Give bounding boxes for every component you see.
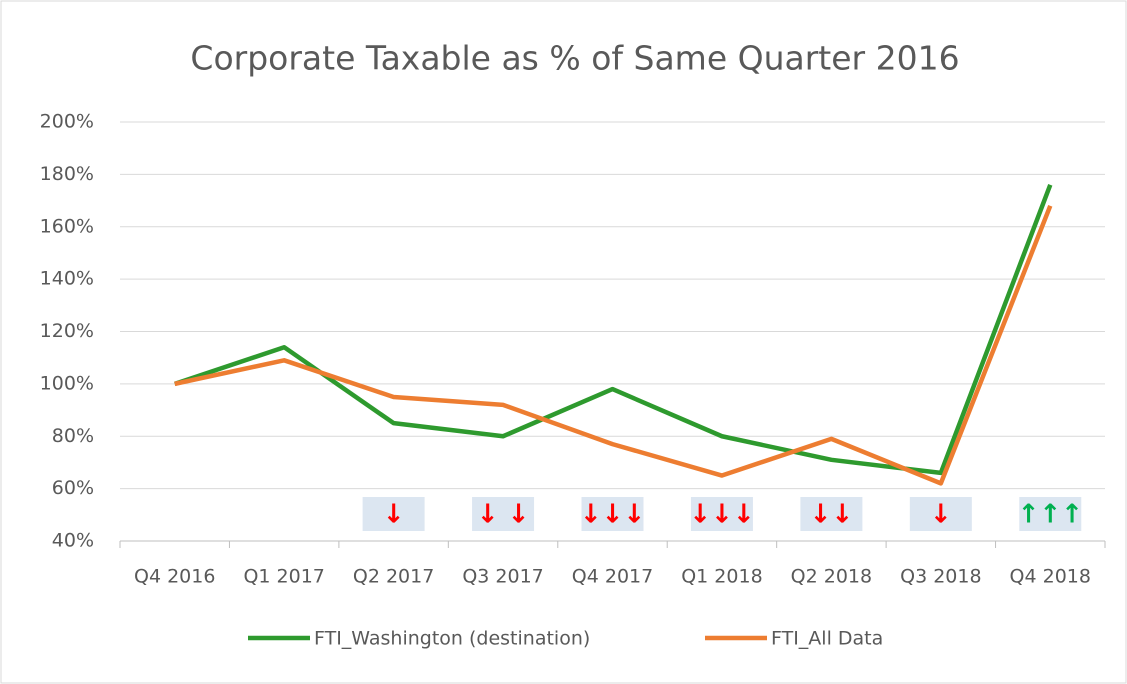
y-tick-label: 160% <box>40 215 94 237</box>
x-tick-label: Q2 2018 <box>791 566 872 588</box>
x-tick-label: Q2 2017 <box>353 566 434 588</box>
annotation: ↓ <box>383 500 405 530</box>
x-tick-label: Q4 2016 <box>134 566 215 588</box>
y-tick-label: 80% <box>52 425 94 447</box>
y-tick-label: 180% <box>40 163 94 185</box>
annotation: ↓↓ <box>810 500 854 530</box>
x-tick-label: Q1 2018 <box>681 566 762 588</box>
annotation-box <box>690 497 753 531</box>
x-tick-label: Q4 2018 <box>1010 566 1091 588</box>
y-tick-label: 200% <box>40 111 94 133</box>
annotation: ↓ ↓ <box>477 500 530 530</box>
y-tick-label: 40% <box>52 530 94 552</box>
annotation-box <box>472 497 535 531</box>
annotation: ↓↓↓ <box>689 500 754 530</box>
annotation: ↑↑↑ <box>1018 500 1083 530</box>
y-tick-label: 140% <box>40 268 94 290</box>
annotation-box <box>362 497 425 531</box>
x-tick-label: Q1 2017 <box>243 566 324 588</box>
y-tick-label: 120% <box>40 320 94 342</box>
annotation-box <box>1019 497 1082 531</box>
legend-label: FTI_Washington (destination) <box>314 628 590 650</box>
annotation: ↓↓↓ <box>580 500 645 530</box>
x-tick-label: Q4 2017 <box>572 566 653 588</box>
series-line <box>174 204 1053 486</box>
chart-title: Corporate Taxable as % of Same Quarter 2… <box>190 39 959 78</box>
annotation: ↓ <box>930 500 952 530</box>
annotation-box <box>909 497 972 531</box>
y-tick-label: 60% <box>52 477 94 499</box>
legend-label: FTI_All Data <box>771 628 883 650</box>
annotation-box <box>581 497 644 531</box>
y-tick-label: 100% <box>40 372 94 394</box>
annotation-box <box>800 497 863 531</box>
x-tick-label: Q3 2018 <box>900 566 981 588</box>
x-tick-label: Q3 2017 <box>462 566 543 588</box>
